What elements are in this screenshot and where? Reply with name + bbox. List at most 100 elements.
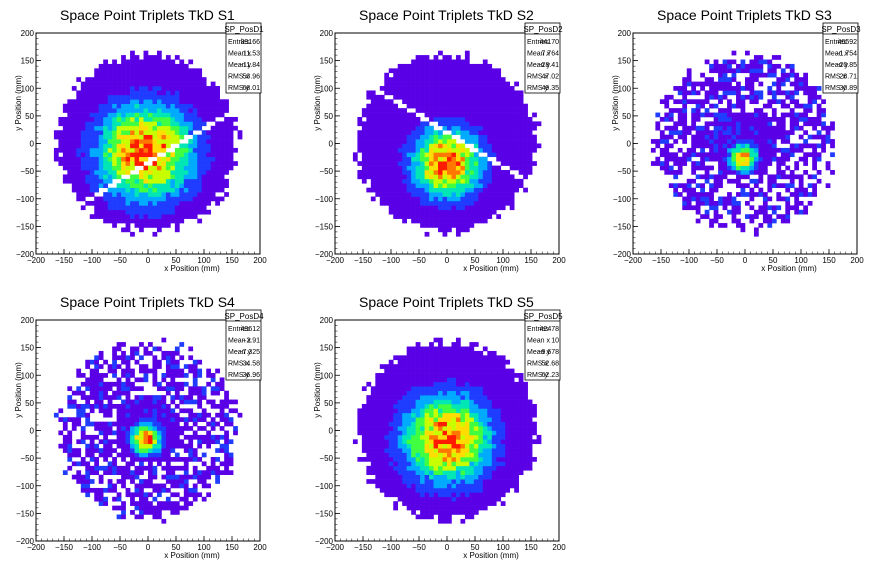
heatmap-cell bbox=[170, 479, 176, 484]
heatmap-cell bbox=[789, 192, 795, 197]
heatmap-cell bbox=[500, 125, 506, 131]
heatmap-cell bbox=[156, 90, 162, 96]
heatmap-cell bbox=[736, 116, 741, 122]
heatmap-cell bbox=[753, 77, 759, 82]
heatmap-cell bbox=[753, 125, 759, 131]
heatmap-cell bbox=[94, 108, 100, 113]
heatmap-cell bbox=[451, 90, 457, 96]
heatmap-cell bbox=[794, 112, 800, 118]
heatmap-cell bbox=[71, 170, 77, 175]
heatmap-cell bbox=[80, 86, 86, 91]
heatmap-cell bbox=[192, 205, 198, 211]
heatmap-cell bbox=[130, 461, 135, 467]
heatmap-cell bbox=[148, 81, 153, 87]
heatmap-cell bbox=[192, 452, 198, 458]
heatmap-cell bbox=[749, 161, 755, 166]
heatmap-cell bbox=[482, 63, 488, 69]
heatmap-cell bbox=[691, 147, 697, 153]
heatmap-cell bbox=[139, 147, 144, 153]
heatmap-cell bbox=[691, 121, 697, 127]
heatmap-cell bbox=[695, 152, 701, 158]
heatmap-cell bbox=[682, 205, 688, 211]
heatmap-cell bbox=[731, 170, 737, 175]
heatmap-cell bbox=[174, 368, 180, 374]
heatmap-cell bbox=[62, 116, 68, 122]
heatmap-cell bbox=[139, 183, 144, 188]
heatmap-cell bbox=[433, 112, 439, 118]
heatmap-cell bbox=[170, 373, 176, 378]
heatmap-cell bbox=[210, 143, 216, 149]
heatmap-cell bbox=[192, 496, 198, 502]
heatmap-cell bbox=[464, 223, 470, 228]
heatmap-cell bbox=[478, 86, 484, 91]
heatmap-cell bbox=[71, 474, 77, 480]
heatmap-cell bbox=[523, 161, 528, 166]
heatmap-cell bbox=[478, 147, 484, 153]
heatmap-cell bbox=[215, 139, 220, 144]
heatmap-cell bbox=[183, 143, 189, 149]
heatmap-cell bbox=[361, 174, 367, 180]
heatmap-cell bbox=[94, 487, 100, 493]
heatmap-cell bbox=[473, 99, 479, 105]
heatmap-cell bbox=[201, 200, 207, 206]
heatmap-cell bbox=[505, 108, 511, 113]
heatmap-cell bbox=[700, 161, 705, 166]
heatmap-cell bbox=[420, 139, 425, 144]
heatmap-cell bbox=[179, 156, 185, 162]
heatmap-cell bbox=[393, 364, 399, 369]
heatmap-cell bbox=[148, 174, 153, 180]
heatmap-cell bbox=[76, 174, 82, 180]
heatmap-cell bbox=[156, 426, 162, 431]
heatmap-cell bbox=[776, 99, 782, 105]
heatmap-cell bbox=[393, 103, 399, 109]
heatmap-cell bbox=[156, 227, 162, 233]
heatmap-cell bbox=[487, 116, 493, 122]
heatmap-cell bbox=[174, 68, 180, 74]
heatmap-cell bbox=[148, 350, 153, 356]
heatmap-cell bbox=[749, 218, 755, 224]
heatmap-cell bbox=[402, 130, 407, 135]
heatmap-cell bbox=[469, 152, 475, 158]
heatmap-cell bbox=[125, 112, 131, 118]
heatmap-cell bbox=[116, 346, 122, 352]
heatmap-cell bbox=[357, 174, 363, 180]
heatmap-cell bbox=[482, 90, 488, 96]
heatmap-cell bbox=[125, 218, 131, 224]
heatmap-cell bbox=[139, 457, 144, 462]
heatmap-cell bbox=[134, 457, 140, 462]
heatmap-cell bbox=[812, 183, 817, 188]
heatmap-cell bbox=[709, 77, 714, 82]
heatmap-cell bbox=[116, 355, 122, 361]
heatmap-cell bbox=[139, 514, 144, 520]
heatmap-cell bbox=[125, 452, 131, 458]
heatmap-cell bbox=[130, 479, 135, 484]
heatmap-cell bbox=[148, 209, 153, 215]
heatmap-cell bbox=[659, 116, 665, 122]
heatmap-cell bbox=[116, 187, 122, 193]
heatmap-cell bbox=[375, 461, 381, 467]
heatmap-cell bbox=[447, 192, 452, 197]
heatmap-cell bbox=[411, 90, 416, 96]
heatmap-cell bbox=[215, 474, 220, 480]
heatmap-cell bbox=[771, 156, 777, 162]
heatmap-cell bbox=[695, 200, 701, 206]
heatmap-cell bbox=[442, 77, 448, 82]
heatmap-cell bbox=[98, 421, 104, 427]
heatmap-cell bbox=[94, 209, 100, 215]
heatmap-cell bbox=[134, 130, 140, 135]
heatmap-cell bbox=[179, 165, 185, 171]
heatmap-cell bbox=[753, 72, 759, 78]
x-tick-label: −200 bbox=[326, 256, 345, 265]
heatmap-cell bbox=[156, 125, 162, 131]
heatmap-cell bbox=[673, 170, 679, 175]
heatmap-cell bbox=[192, 86, 198, 91]
heatmap-cell bbox=[192, 143, 198, 149]
heatmap-cell bbox=[76, 112, 82, 118]
heatmap-cell bbox=[116, 426, 122, 431]
heatmap-cell bbox=[704, 152, 710, 158]
heatmap-cell bbox=[71, 130, 77, 135]
heatmap-cell bbox=[197, 77, 203, 82]
heatmap-cell bbox=[192, 421, 198, 427]
heatmap-cell bbox=[379, 130, 385, 135]
heatmap-cell bbox=[464, 130, 470, 135]
